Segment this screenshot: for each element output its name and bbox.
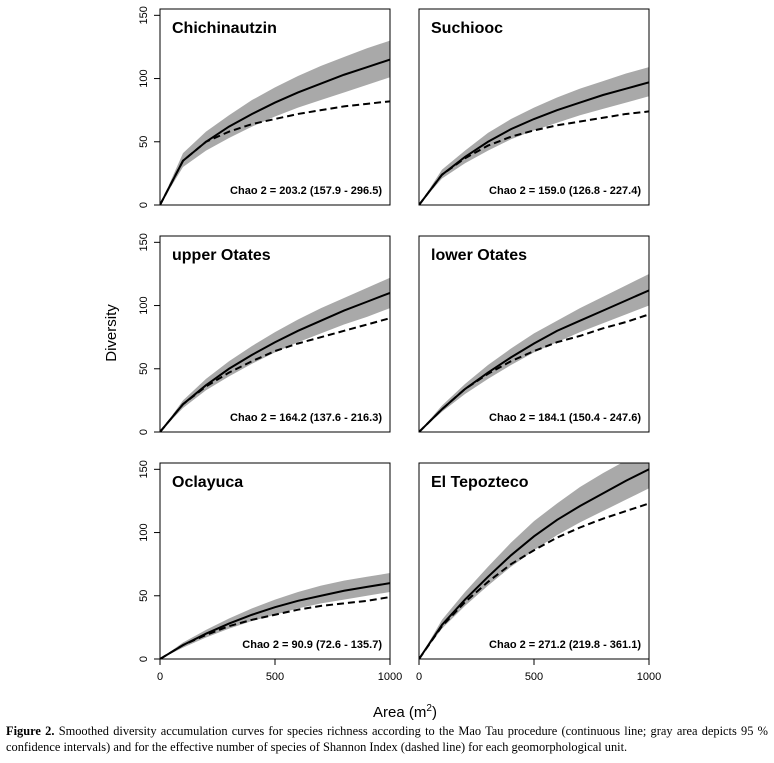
mao-tau-line <box>160 582 390 659</box>
ci-band <box>419 67 649 205</box>
figure-caption: Figure 2. Smoothed diversity accumulatio… <box>6 723 768 755</box>
caption-label: Figure 2. <box>6 724 55 738</box>
panel-title: El Tepozteco <box>431 474 529 491</box>
panel-title: upper Otates <box>172 247 271 264</box>
mao-tau-line <box>419 81 649 205</box>
ci-band <box>160 277 390 432</box>
chao2-label: Chao 2 = 203.2 (157.9 - 296.5) <box>230 185 382 197</box>
x-tick-label: 0 <box>157 671 163 683</box>
ci-band <box>419 273 649 432</box>
plot-area <box>419 463 649 659</box>
caption-text: Smoothed diversity accumulation curves f… <box>6 724 769 754</box>
panel-title: Oclayuca <box>172 474 243 491</box>
ci-band <box>160 573 390 659</box>
mao-tau-line <box>160 291 390 432</box>
chao2-label: Chao 2 = 184.1 (150.4 - 247.6) <box>489 412 641 424</box>
x-axis-label: Area (m2) <box>373 703 437 721</box>
y-tick-label: 50 <box>138 363 150 375</box>
y-tick-label: 50 <box>138 136 150 148</box>
shannon-line <box>160 596 390 659</box>
panel-4: Oclayuca Chao 2 = 90.9 (72.6 - 135.7) 0 50 1… <box>138 460 402 683</box>
y-tick-label: 0 <box>138 429 150 435</box>
plot-area <box>160 277 390 432</box>
plot-area <box>419 67 649 205</box>
x-tick-label: 0 <box>416 671 422 683</box>
shannon-line <box>419 502 649 659</box>
figure-panels: Chichinautzin Chao 2 = 203.2 (157.9 - 296… <box>103 6 661 721</box>
panel-title: Suchiooc <box>431 20 503 37</box>
plot-frame <box>159 235 391 433</box>
panel-title: lower Otates <box>431 247 527 264</box>
panel-5: El Tepozteco Chao 2 = 271.2 (219.8 - 361.… <box>416 462 661 683</box>
y-tick-label: 0 <box>138 656 150 662</box>
plot-frame <box>418 235 650 433</box>
y-tick-label: 50 <box>138 590 150 602</box>
chao2-label: Chao 2 = 164.2 (137.6 - 216.3) <box>230 412 382 424</box>
panel-0: Chichinautzin Chao 2 = 203.2 (157.9 - 296… <box>138 6 391 208</box>
x-tick-label: 1000 <box>637 671 661 683</box>
panel-1: Suchiooc Chao 2 = 159.0 (126.8 - 227.4) <box>418 8 650 206</box>
plot-frame <box>159 8 391 206</box>
x-tick-label: 1000 <box>378 671 402 683</box>
chao2-label: Chao 2 = 159.0 (126.8 - 227.4) <box>489 185 641 197</box>
y-tick-label: 150 <box>138 233 150 251</box>
plot-area <box>160 573 390 659</box>
x-tick-label: 500 <box>266 671 284 683</box>
x-tick-label: 500 <box>525 671 543 683</box>
y-tick-label: 100 <box>138 296 150 314</box>
ci-band <box>160 40 390 205</box>
plot-area <box>160 40 390 205</box>
mao-tau-line <box>419 289 649 432</box>
plot-frame <box>159 462 391 660</box>
plot-area <box>419 273 649 432</box>
mao-tau-line <box>160 58 390 205</box>
panel-3: lower Otates Chao 2 = 184.1 (150.4 - 247.… <box>418 235 650 433</box>
chao2-label: Chao 2 = 90.9 (72.6 - 135.7) <box>242 639 382 651</box>
y-tick-label: 0 <box>138 202 150 208</box>
shannon-line <box>419 313 649 432</box>
plot-frame <box>418 8 650 206</box>
y-tick-label: 150 <box>138 6 150 24</box>
ci-band <box>419 463 649 659</box>
panel-title: Chichinautzin <box>172 20 277 37</box>
panel-2: upper Otates Chao 2 = 164.2 (137.6 - 216.… <box>138 233 391 435</box>
y-tick-label: 150 <box>138 460 150 478</box>
chao2-label: Chao 2 = 271.2 (219.8 - 361.1) <box>489 639 641 651</box>
y-tick-label: 100 <box>138 523 150 541</box>
y-tick-label: 100 <box>138 69 150 87</box>
y-axis-label: Diversity <box>103 304 120 362</box>
mao-tau-line <box>419 468 649 659</box>
